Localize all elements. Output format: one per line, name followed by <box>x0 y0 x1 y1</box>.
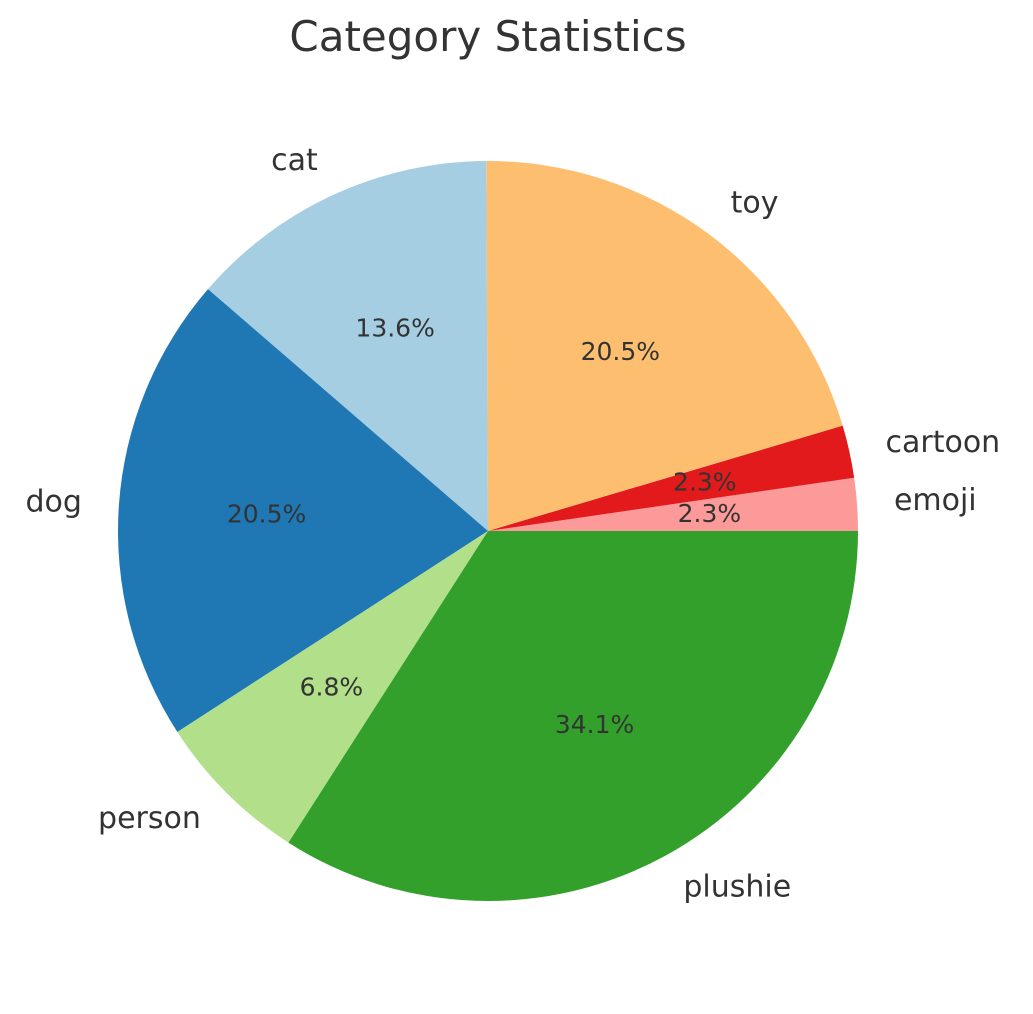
slice-label-cartoon: cartoon <box>885 425 1000 460</box>
slice-percent-emoji: 2.3% <box>678 499 742 528</box>
pie-slice-toy <box>486 161 843 532</box>
pie-slice-person <box>177 531 488 843</box>
slice-percent-toy: 20.5% <box>581 337 660 366</box>
pie-slice-cartoon <box>488 425 855 531</box>
chart-title: Category Statistics <box>289 12 687 61</box>
slice-percent-person: 6.8% <box>300 672 364 701</box>
pie-slice-dog <box>117 289 489 733</box>
slice-percent-dog: 20.5% <box>227 500 306 529</box>
slice-label-cat: cat <box>271 143 318 178</box>
slice-label-plushie: plushie <box>683 870 791 905</box>
slice-label-person: person <box>98 801 201 836</box>
slice-percent-cartoon: 2.3% <box>673 467 737 496</box>
slice-percent-cat: 13.6% <box>355 313 434 342</box>
pie-slice-cat <box>207 161 488 532</box>
pie-slice-plushie <box>288 531 858 901</box>
slice-label-toy: toy <box>731 186 779 221</box>
pie-slice-emoji <box>488 477 858 531</box>
slice-label-dog: dog <box>26 484 82 519</box>
slice-label-emoji: emoji <box>894 483 977 518</box>
slice-percent-plushie: 34.1% <box>555 710 634 739</box>
